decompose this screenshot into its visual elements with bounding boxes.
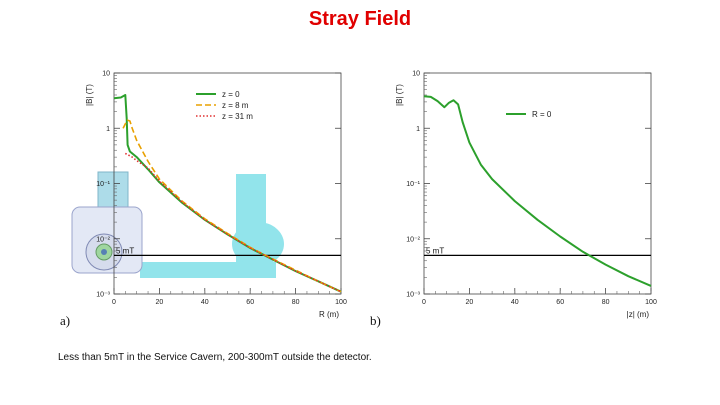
panel-a-label: a) (60, 313, 71, 328)
legend-label-2: z = 8 m (222, 101, 249, 110)
legend-label-3: z = 31 m (222, 112, 253, 121)
slide-caption: Less than 5mT in the Service Cavern, 200… (58, 352, 372, 363)
y-tick-label: 10⁻² (96, 236, 110, 243)
y-tick-label: 10 (412, 71, 420, 78)
y-axis-label: |B| (T) (395, 84, 404, 106)
cavern-top-left (97, 171, 129, 213)
x-tick-label: 20 (156, 299, 164, 306)
detector-center (101, 249, 107, 255)
y-tick-label: 10⁻¹ (96, 181, 110, 188)
cavern-dome (232, 222, 284, 266)
y-tick-label: 10⁻³ (406, 292, 420, 299)
y-tick-label: 1 (106, 126, 110, 133)
reference-line-label: 5 mT (116, 246, 134, 255)
y-tick-label: 10⁻³ (96, 292, 110, 299)
x-tick-label: 60 (556, 299, 564, 306)
y-tick-label: 10 (102, 71, 110, 78)
x-tick-label: 0 (112, 299, 116, 306)
y-axis-label: |B| (T) (85, 84, 94, 106)
legend-label-1: R = 0 (532, 110, 552, 119)
x-tick-label: 0 (422, 299, 426, 306)
x-tick-label: 100 (645, 299, 657, 306)
x-tick-label: 40 (201, 299, 209, 306)
x-tick-label: 100 (335, 299, 347, 306)
reference-line-label: 5 mT (426, 246, 444, 255)
x-tick-label: 40 (511, 299, 519, 306)
x-axis-label: R (m) (319, 310, 339, 319)
x-tick-label: 80 (602, 299, 610, 306)
x-tick-label: 80 (292, 299, 300, 306)
x-tick-label: 60 (246, 299, 254, 306)
cavern-main-hall (236, 174, 266, 228)
x-tick-label: 20 (466, 299, 474, 306)
y-tick-label: 1 (416, 126, 420, 133)
series-line-2 (122, 119, 342, 293)
legend-label-1: z = 0 (222, 90, 240, 99)
panel-b-label: b) (370, 313, 381, 328)
slide-title: Stray Field (308, 8, 412, 30)
y-tick-label: 10⁻¹ (406, 181, 420, 188)
y-tick-label: 10⁻² (406, 236, 420, 243)
x-axis-label: |z| (m) (627, 310, 650, 319)
series-line-1 (423, 95, 652, 287)
